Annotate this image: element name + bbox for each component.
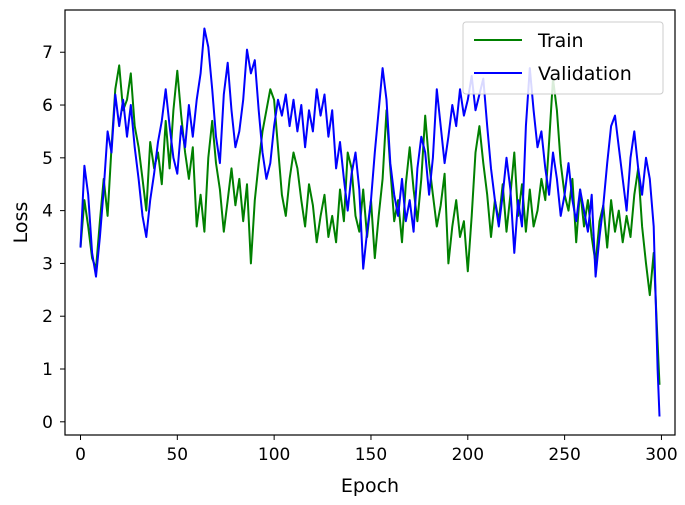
y-axis-label: Loss xyxy=(10,202,32,244)
x-tick-label: 100 xyxy=(258,445,290,465)
x-axis-label: Epoch xyxy=(341,475,399,497)
plot-frame xyxy=(64,9,676,436)
y-tick-label: 0 xyxy=(42,413,53,433)
y-axis-ticks: 0 1 2 3 4 5 6 7 xyxy=(42,43,65,433)
series-layer xyxy=(79,27,661,417)
x-tick-label: 300 xyxy=(645,445,677,465)
x-tick-label: 50 xyxy=(166,445,188,465)
x-tick-label: 200 xyxy=(452,445,484,465)
y-tick-label: 1 xyxy=(42,360,53,380)
plot-area xyxy=(64,9,676,436)
x-axis-ticks: 0 50 100 150 200 250 300 xyxy=(75,435,678,465)
y-tick-label: 2 xyxy=(42,307,53,327)
legend-label-train: Train xyxy=(537,30,584,52)
y-tick-label: 7 xyxy=(42,43,53,63)
y-tick-label: 6 xyxy=(42,96,53,116)
legend: Train Validation xyxy=(462,21,664,95)
x-tick-label: 250 xyxy=(548,445,580,465)
x-tick-label: 0 xyxy=(75,445,86,465)
legend-label-validation: Validation xyxy=(538,63,632,85)
y-tick-label: 3 xyxy=(42,254,53,274)
y-tick-label: 5 xyxy=(42,149,53,169)
y-tick-label: 4 xyxy=(42,202,53,222)
x-tick-label: 150 xyxy=(355,445,387,465)
series-line-validation xyxy=(79,27,661,417)
